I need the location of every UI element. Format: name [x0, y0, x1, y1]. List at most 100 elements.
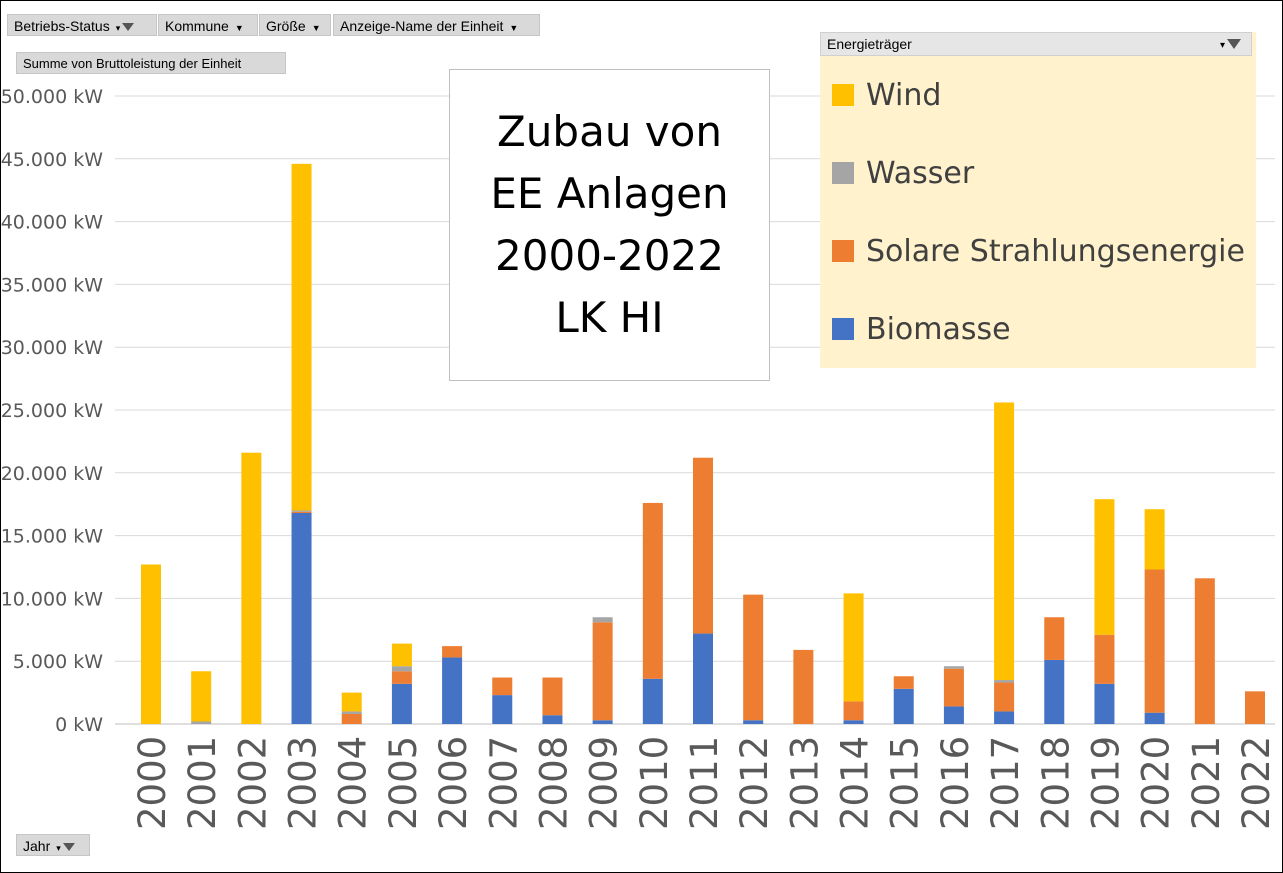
- bar-solare-strahlungsenergie-2010[interactable]: [642, 502, 663, 679]
- x-tick-label: 2006: [432, 736, 475, 830]
- x-tick-label: 2017: [984, 736, 1027, 830]
- x-tick-label: 2001: [181, 736, 224, 830]
- bar-biomasse-2006[interactable]: [442, 657, 463, 724]
- x-tick-label: 2015: [884, 736, 927, 830]
- bar-solare-strahlungsenergie-2021[interactable]: [1194, 578, 1215, 724]
- chart-title-box: Zubau von EE Anlagen 2000-2022 LK HI: [449, 69, 770, 381]
- filter-jahr-button[interactable]: Jahr ▾: [16, 834, 90, 856]
- bar-solare-strahlungsenergie-2012[interactable]: [743, 594, 764, 721]
- dropdown-icon: ▼: [234, 23, 244, 33]
- legend-item-solar[interactable]: Solare Strahlungsenergie: [832, 231, 1245, 271]
- filter-groesse-label: Größe: [266, 18, 306, 34]
- bar-biomasse-2009[interactable]: [592, 720, 613, 724]
- legend-item-wind[interactable]: Wind: [832, 75, 941, 115]
- legend-swatch-solar: [832, 240, 854, 262]
- bar-biomasse-2020[interactable]: [1144, 712, 1165, 724]
- filter-betriebs-status-button[interactable]: Betriebs-Status ▾: [7, 14, 157, 36]
- bar-wind-2003[interactable]: [291, 163, 312, 511]
- bar-biomasse-2005[interactable]: [391, 683, 412, 724]
- title-line-3: 2000-2022: [495, 231, 724, 280]
- dropdown-icon: ▾: [56, 843, 61, 853]
- legend-item-biomasse[interactable]: Biomasse: [832, 309, 1011, 349]
- bar-solare-strahlungsenergie-2013[interactable]: [793, 649, 814, 724]
- bar-solare-strahlungsenergie-2008[interactable]: [542, 677, 563, 716]
- bar-biomasse-2014[interactable]: [843, 720, 864, 724]
- bar-solare-strahlungsenergie-2009[interactable]: [592, 622, 613, 721]
- bar-biomasse-2011[interactable]: [693, 633, 713, 724]
- bar-wind-2019[interactable]: [1094, 499, 1115, 635]
- bar-solare-strahlungsenergie-2014[interactable]: [843, 701, 864, 721]
- bar-solare-strahlungsenergie-2003[interactable]: [291, 511, 312, 513]
- bar-biomasse-2019[interactable]: [1094, 683, 1115, 724]
- bar-wasser-2016[interactable]: [943, 666, 964, 669]
- bar-wasser-2005[interactable]: [391, 666, 412, 672]
- bar-wasser-2009[interactable]: [592, 617, 613, 623]
- value-field-button[interactable]: Summe von Bruttoleistung der Einheit: [16, 52, 286, 74]
- bar-biomasse-2008[interactable]: [542, 715, 563, 724]
- filter-betriebs-status-label: Betriebs-Status: [14, 18, 110, 34]
- bar-biomasse-2012[interactable]: [743, 720, 764, 724]
- y-tick-label: 50.000 kW: [1, 86, 104, 108]
- legend-label-wind: Wind: [866, 77, 942, 113]
- bar-wind-2004[interactable]: [341, 692, 362, 712]
- y-tick-label: 0 kW: [55, 714, 103, 736]
- y-tick-label: 25.000 kW: [1, 400, 104, 422]
- bar-wind-2017[interactable]: [994, 402, 1015, 681]
- bar-biomasse-2015[interactable]: [893, 688, 914, 724]
- bar-biomasse-2017[interactable]: [994, 711, 1015, 724]
- x-tick-label: 2004: [332, 736, 375, 830]
- bar-solare-strahlungsenergie-2018[interactable]: [1044, 617, 1065, 660]
- legend-field-button[interactable]: Energieträger ▾: [820, 32, 1252, 56]
- bar-solare-strahlungsenergie-2015[interactable]: [893, 676, 914, 689]
- bar-biomasse-2007[interactable]: [492, 695, 513, 724]
- filter-kommune-button[interactable]: Kommune ▼: [158, 14, 258, 36]
- bar-solare-strahlungsenergie-2011[interactable]: [693, 457, 713, 634]
- y-tick-label: 35.000 kW: [1, 274, 104, 296]
- bar-solare-strahlungsenergie-2007[interactable]: [492, 677, 513, 696]
- bar-solare-strahlungsenergie-2020[interactable]: [1144, 569, 1165, 713]
- x-tick-label: 2009: [583, 736, 626, 830]
- bar-wind-2000[interactable]: [141, 564, 161, 724]
- bar-solare-strahlungsenergie-2016[interactable]: [943, 668, 964, 707]
- bar-biomasse-2018[interactable]: [1044, 659, 1065, 724]
- bar-solare-strahlungsenergie-2005[interactable]: [391, 671, 412, 684]
- bar-wasser-2004[interactable]: [341, 711, 362, 714]
- bar-solare-strahlungsenergie-2022[interactable]: [1245, 691, 1265, 724]
- x-tick-label: 2016: [934, 736, 977, 830]
- filter-icon: [62, 843, 75, 852]
- bar-wasser-2001[interactable]: [191, 721, 212, 724]
- dropdown-icon: ▾: [1219, 40, 1225, 51]
- y-tick-label: 5.000 kW: [13, 651, 103, 673]
- x-tick-label: 2022: [1235, 736, 1278, 830]
- filter-icon: [1227, 39, 1241, 49]
- bar-wind-2002[interactable]: [241, 452, 262, 724]
- bar-wasser-2003[interactable]: [291, 510, 312, 512]
- bar-solare-strahlungsenergie-2006[interactable]: [442, 646, 463, 658]
- x-tick-label: 2014: [834, 736, 877, 830]
- y-tick-label: 20.000 kW: [1, 463, 104, 485]
- legend-item-wasser[interactable]: Wasser: [832, 153, 974, 193]
- y-tick-label: 45.000 kW: [1, 149, 104, 171]
- bar-biomasse-2016[interactable]: [943, 706, 964, 724]
- dropdown-icon: ▾: [115, 23, 121, 33]
- bar-wasser-2017[interactable]: [994, 680, 1015, 683]
- bar-wind-2005[interactable]: [391, 643, 412, 667]
- bar-wind-2014[interactable]: [843, 593, 864, 702]
- y-tick-label: 10.000 kW: [1, 588, 104, 610]
- filter-groesse-button[interactable]: Größe ▼: [259, 14, 331, 36]
- y-tick-label: 40.000 kW: [1, 212, 104, 234]
- bar-solare-strahlungsenergie-2019[interactable]: [1094, 634, 1115, 684]
- bar-biomasse-2003[interactable]: [291, 512, 312, 724]
- x-tick-label: 2012: [733, 736, 776, 830]
- value-field-label: Summe von Bruttoleistung der Einheit: [23, 56, 242, 71]
- filter-anzeige-name-label: Anzeige-Name der Einheit: [340, 18, 504, 34]
- bar-solare-strahlungsenergie-2004[interactable]: [341, 713, 362, 724]
- bar-biomasse-2010[interactable]: [642, 678, 663, 724]
- x-tick-label: 2002: [231, 736, 274, 830]
- legend-panel: [820, 32, 1256, 368]
- bar-solare-strahlungsenergie-2017[interactable]: [994, 682, 1015, 712]
- filter-anzeige-name-button[interactable]: Anzeige-Name der Einheit ▼: [333, 14, 540, 36]
- bar-wind-2001[interactable]: [191, 671, 212, 722]
- bar-wind-2020[interactable]: [1144, 509, 1165, 570]
- legend-swatch-wasser: [832, 162, 854, 184]
